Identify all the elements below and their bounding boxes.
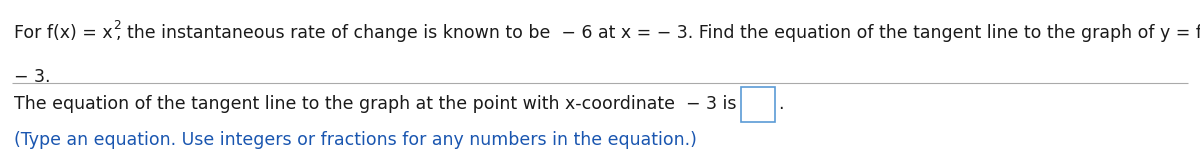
Text: 2: 2 [113,19,121,32]
Text: The equation of the tangent line to the graph at the point with x-coordinate  − : The equation of the tangent line to the … [14,95,737,113]
Text: .: . [778,95,784,113]
Text: − 3.: − 3. [14,68,50,86]
Text: , the instantaneous rate of change is known to be  − 6 at x = − 3. Find the equa: , the instantaneous rate of change is kn… [115,24,1200,42]
FancyBboxPatch shape [740,87,774,122]
Text: For f(x) = x: For f(x) = x [14,24,113,42]
Text: (Type an equation. Use integers or fractions for any numbers in the equation.): (Type an equation. Use integers or fract… [14,131,697,149]
